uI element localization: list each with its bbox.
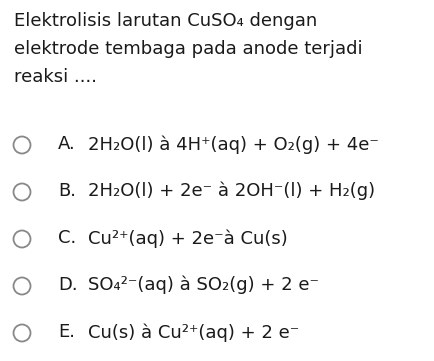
Text: Cu(s) à Cu²⁺(aq) + 2 e⁻: Cu(s) à Cu²⁺(aq) + 2 e⁻: [88, 323, 299, 342]
Text: C.: C.: [58, 229, 76, 247]
Text: E.: E.: [58, 323, 75, 341]
Text: elektrode tembaga pada anode terjadi: elektrode tembaga pada anode terjadi: [14, 40, 362, 58]
Text: SO₄²⁻(aq) à SO₂(g) + 2 e⁻: SO₄²⁻(aq) à SO₂(g) + 2 e⁻: [88, 276, 318, 295]
Text: 2H₂O(l) à 4H⁺(aq) + O₂(g) + 4e⁻: 2H₂O(l) à 4H⁺(aq) + O₂(g) + 4e⁻: [88, 135, 378, 153]
Text: 2H₂O(l) + 2e⁻ à 2OH⁻(l) + H₂(g): 2H₂O(l) + 2e⁻ à 2OH⁻(l) + H₂(g): [88, 182, 374, 200]
Text: D.: D.: [58, 276, 77, 294]
Text: B.: B.: [58, 182, 76, 200]
Text: Elektrolisis larutan CuSO₄ dengan: Elektrolisis larutan CuSO₄ dengan: [14, 12, 316, 30]
Text: Cu²⁺(aq) + 2e⁻à Cu(s): Cu²⁺(aq) + 2e⁻à Cu(s): [88, 229, 287, 248]
Text: reaksi ....: reaksi ....: [14, 68, 97, 86]
Text: A.: A.: [58, 135, 76, 153]
